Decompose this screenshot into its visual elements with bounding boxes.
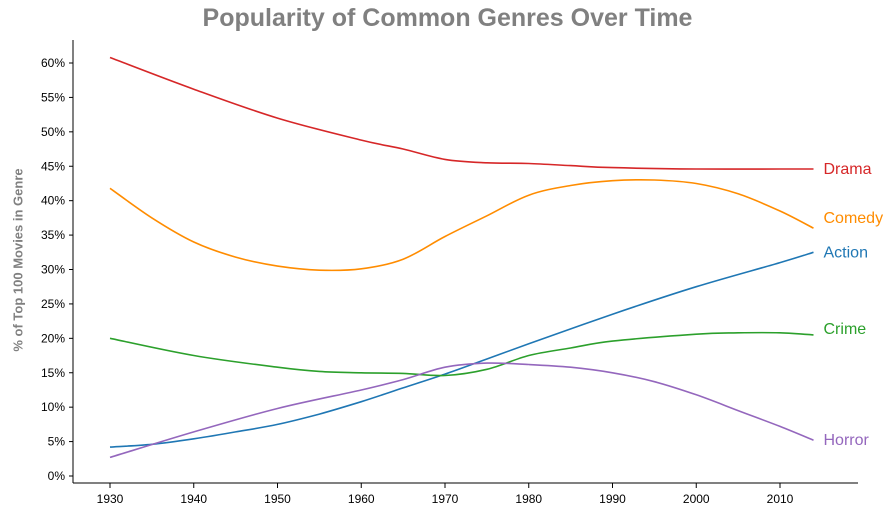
series-label-drama: Drama — [824, 161, 872, 178]
y-tick-label: 25% — [41, 297, 65, 311]
chart-title: Popularity of Common Genres Over Time — [202, 4, 693, 32]
y-tick-label: 0% — [48, 469, 66, 483]
x-tick-label: 2010 — [767, 492, 794, 506]
x-tick-label: 2000 — [683, 492, 710, 506]
y-tick-label: 40% — [41, 194, 65, 208]
series-line-drama — [109, 56, 814, 170]
series-lines — [109, 56, 814, 459]
y-tick-label: 15% — [41, 366, 65, 380]
y-tick-label: 60% — [41, 56, 65, 70]
series-line-crime — [109, 331, 814, 377]
series-label-comedy: Comedy — [824, 210, 884, 227]
y-tick-label: 20% — [41, 331, 65, 345]
x-tick-label: 1960 — [348, 492, 375, 506]
series-labels: Drama Comedy Action Crime Horror — [824, 161, 884, 449]
y-tick-label: 10% — [41, 400, 65, 414]
y-tick-label: 50% — [41, 125, 65, 139]
x-tick-label: 1940 — [180, 492, 207, 506]
series-label-action: Action — [824, 244, 868, 261]
y-tick-label: 30% — [41, 263, 65, 277]
x-tick-label: 1930 — [97, 492, 124, 506]
x-tick-label: 1990 — [599, 492, 626, 506]
y-tick-label: 35% — [41, 228, 65, 242]
series-label-crime: Crime — [824, 321, 867, 338]
y-tick-label: 5% — [48, 435, 66, 449]
axes: 0% 5% 10% 15% 20% 25% 30% 35% 40% 45% 50% 55% 60% 193… — [41, 40, 858, 506]
x-tick-label: 1950 — [264, 492, 291, 506]
y-tick-label: 45% — [41, 159, 65, 173]
series-line-horror — [109, 362, 814, 459]
series-line-comedy — [109, 179, 814, 272]
x-tick-label: 1980 — [515, 492, 542, 506]
x-tick-label: 1970 — [432, 492, 459, 506]
series-line-action — [109, 251, 814, 448]
y-tick-label: 55% — [41, 90, 65, 104]
series-label-horror: Horror — [824, 432, 870, 449]
